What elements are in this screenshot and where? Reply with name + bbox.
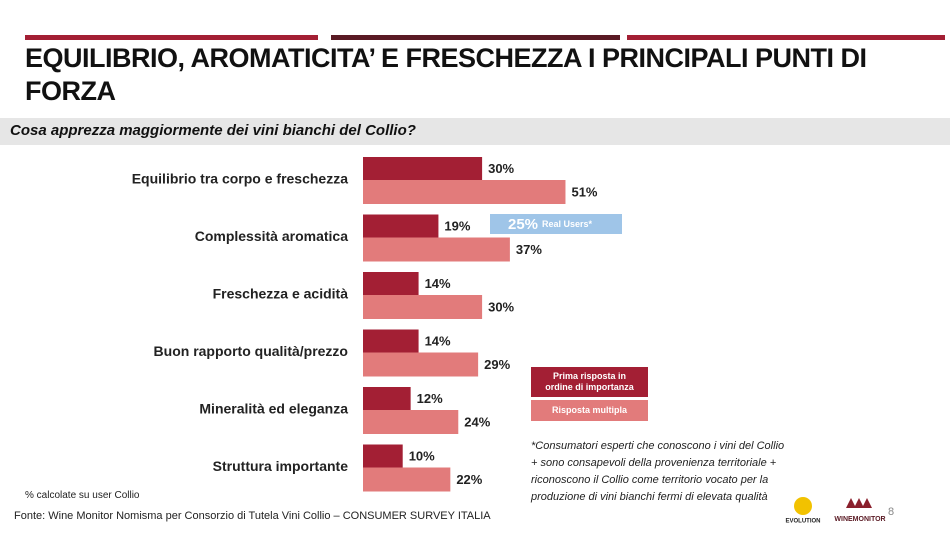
- bar: [363, 295, 483, 319]
- value-label: 37%: [516, 242, 542, 257]
- bar: [363, 214, 439, 238]
- value-label: 22%: [456, 472, 482, 487]
- stripe: [25, 35, 318, 40]
- footnote: *Consumatori esperti che conoscono i vin…: [531, 440, 785, 503]
- value-label: 14%: [425, 333, 451, 348]
- bar: [363, 352, 479, 377]
- legend-box: Risposta multipla: [551, 405, 627, 415]
- annotation-text: 25% Real Users*: [508, 216, 593, 233]
- title: EQUILIBRIO, AROMATICITA’ E FRESCHEZZA I …: [25, 43, 867, 106]
- legend-label: Prima risposta in ordine di importanza: [545, 371, 634, 392]
- source: Fonte: Wine Monitor Nomisma per Consorzi…: [14, 510, 491, 522]
- category-label: Mineralità ed eleganza: [199, 401, 348, 417]
- bar: [363, 272, 419, 295]
- category-label: Struttura importante: [213, 458, 349, 474]
- value-label: 12%: [417, 391, 443, 406]
- stripe: [627, 35, 945, 40]
- logo-icon: [794, 497, 812, 515]
- page-number: 8: [888, 506, 895, 518]
- value-label: 14%: [425, 276, 451, 291]
- legend-label: Risposta multipla: [551, 405, 627, 415]
- value-label: 29%: [484, 357, 510, 372]
- annotation-label: Real Users*: [542, 219, 593, 229]
- base-note: % calcolate su user Collio: [25, 490, 140, 501]
- value-label: 10%: [409, 448, 435, 463]
- value-label: 30%: [488, 299, 514, 314]
- subtitle: Cosa apprezza maggiormente dei vini bian…: [10, 122, 416, 139]
- logo-text: EVOLUTION: [785, 519, 820, 525]
- bar: [363, 387, 411, 410]
- legend-swatch: [531, 400, 648, 421]
- value-label: 30%: [488, 161, 514, 176]
- bar: [363, 180, 566, 204]
- category-label: Freschezza e acidità: [213, 286, 349, 302]
- stripe: [331, 35, 620, 40]
- category-label: Equilibrio tra corpo e freschezza: [132, 171, 348, 187]
- legend-swatch: [531, 367, 648, 397]
- bar: [363, 410, 459, 434]
- bar: [363, 157, 483, 180]
- logo-text: WINEMONITOR: [834, 516, 885, 523]
- bar: [363, 237, 510, 262]
- annotation-box: [490, 214, 622, 234]
- value-label: 24%: [464, 414, 490, 429]
- value-label: 19%: [444, 218, 470, 233]
- subtitle-band: [0, 118, 950, 145]
- category-label: Complessità aromatica: [195, 228, 348, 244]
- legend-box: Prima risposta in ordine di importanza: [545, 371, 634, 392]
- value-label: 51%: [571, 184, 597, 199]
- logo-icon: [846, 498, 872, 508]
- bar: [363, 444, 403, 468]
- annotation-value: 25%: [508, 216, 538, 233]
- bar: [363, 329, 419, 353]
- category-label: Buon rapporto qualità/prezzo: [154, 343, 348, 359]
- bar: [363, 467, 451, 492]
